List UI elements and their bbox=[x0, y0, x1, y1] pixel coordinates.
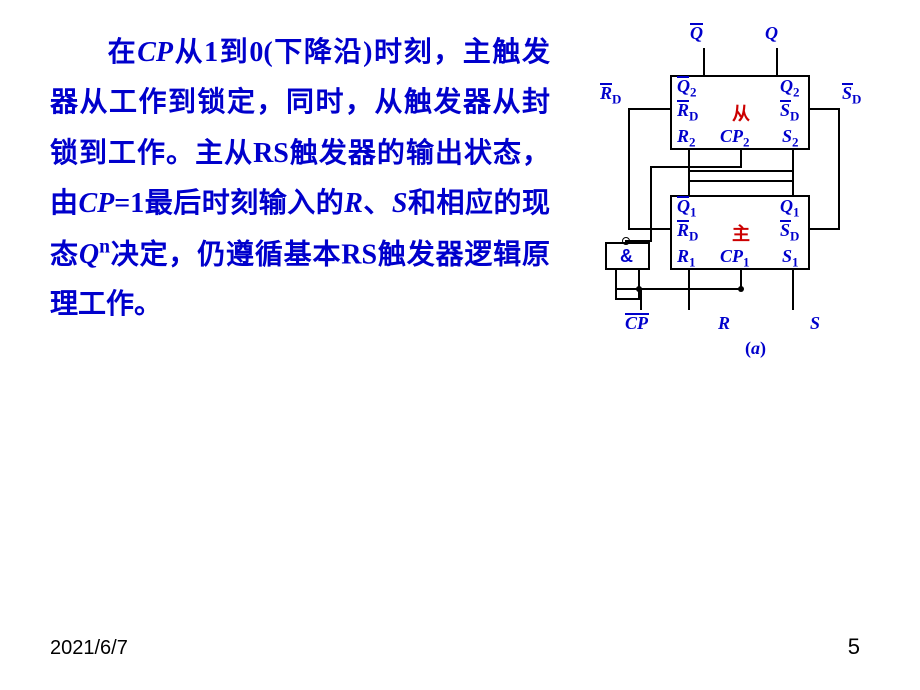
label-cp1: CP1 bbox=[720, 246, 750, 271]
label-rd-left: RD bbox=[600, 83, 621, 108]
label-s1: S1 bbox=[782, 246, 799, 271]
label-q1bar: Q1 bbox=[677, 196, 697, 221]
circuit-diagram: Q Q RD SD Q2 Q2 RD 从 SD R2 CP2 S2 bbox=[570, 20, 890, 380]
label-slave-sd: SD bbox=[780, 100, 799, 125]
label-slave-rd: RD bbox=[677, 100, 698, 125]
label-q2: Q2 bbox=[780, 76, 800, 101]
diagram-caption: (a) bbox=[745, 338, 766, 359]
label-s-bottom: S bbox=[810, 313, 820, 334]
label-r1: R1 bbox=[677, 246, 696, 271]
footer-page-number: 5 bbox=[848, 634, 860, 660]
and-gate-symbol: & bbox=[620, 246, 633, 267]
label-master-rd: RD bbox=[677, 220, 698, 245]
main-paragraph: 在CP从1到0(下降沿)时刻，主触发器从工作到锁定，同时，从触发器从封锁到工作。… bbox=[50, 28, 550, 331]
label-slave-center: 从 bbox=[732, 100, 750, 126]
label-master-sd: SD bbox=[780, 220, 799, 245]
label-sd-right: SD bbox=[842, 83, 861, 108]
label-master-center: 主 bbox=[732, 220, 750, 246]
label-r2: R2 bbox=[677, 126, 696, 151]
label-cp2: CP2 bbox=[720, 126, 750, 151]
label-s2: S2 bbox=[782, 126, 799, 151]
label-cp-bottom: CP bbox=[625, 313, 648, 334]
label-qbar-top: Q bbox=[690, 23, 703, 44]
label-q1: Q1 bbox=[780, 196, 800, 221]
footer-date: 2021/6/7 bbox=[50, 637, 128, 660]
label-q2bar: Q2 bbox=[677, 76, 697, 101]
label-r-bottom: R bbox=[718, 313, 730, 334]
label-q-top: Q bbox=[765, 23, 778, 44]
